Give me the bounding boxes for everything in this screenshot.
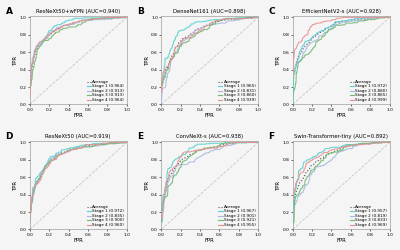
Title: DenseNet161 (AUC=0.898): DenseNet161 (AUC=0.898)	[174, 9, 246, 14]
Text: D: D	[6, 132, 13, 141]
Text: C: C	[268, 7, 275, 16]
Y-axis label: TPR: TPR	[145, 180, 150, 190]
Legend: Average, Stage 1 (0.965), Stage 2 (0.831), Stage 3 (0.860), Stage 4 (0.939): Average, Stage 1 (0.965), Stage 2 (0.831…	[218, 80, 256, 102]
X-axis label: FPR: FPR	[205, 238, 214, 243]
Legend: Average, Stage 1 (0.972), Stage 2 (0.835), Stage 3 (0.900), Stage 4 (0.960): Average, Stage 1 (0.972), Stage 2 (0.835…	[86, 204, 124, 228]
X-axis label: FPR: FPR	[205, 113, 214, 118]
Legend: Average, Stage 1 (0.967), Stage 2 (0.901), Stage 3 (0.921), Stage 4 (0.955): Average, Stage 1 (0.967), Stage 2 (0.901…	[218, 204, 256, 228]
Title: ResNeXt50 (AUC=0.919): ResNeXt50 (AUC=0.919)	[46, 134, 111, 139]
Text: B: B	[137, 7, 144, 16]
Text: A: A	[6, 7, 12, 16]
Y-axis label: TPR: TPR	[13, 55, 18, 65]
Title: Swin-Transformer-tiny (AUC=0.892): Swin-Transformer-tiny (AUC=0.892)	[294, 134, 388, 139]
Y-axis label: TPR: TPR	[145, 55, 150, 65]
Title: EfficientNetV2-s (AUC=0.928): EfficientNetV2-s (AUC=0.928)	[302, 9, 381, 14]
Y-axis label: TPR: TPR	[276, 55, 281, 65]
X-axis label: FPR: FPR	[336, 238, 346, 243]
X-axis label: FPR: FPR	[73, 238, 83, 243]
Title: ConvNeXt-s (AUC=0.938): ConvNeXt-s (AUC=0.938)	[176, 134, 243, 139]
X-axis label: FPR: FPR	[73, 113, 83, 118]
Y-axis label: TPR: TPR	[13, 180, 18, 190]
Legend: Average, Stage 1 (0.972), Stage 2 (0.880), Stage 3 (0.865), Stage 4 (0.999): Average, Stage 1 (0.972), Stage 2 (0.880…	[349, 80, 388, 102]
Title: ResNeXt50+wFPN (AUC=0.940): ResNeXt50+wFPN (AUC=0.940)	[36, 9, 120, 14]
Y-axis label: TPR: TPR	[276, 180, 281, 190]
Legend: Average, Stage 1 (0.964), Stage 2 (0.913), Stage 3 (0.913), Stage 4 (0.964): Average, Stage 1 (0.964), Stage 2 (0.913…	[86, 80, 124, 102]
X-axis label: FPR: FPR	[336, 113, 346, 118]
Text: F: F	[268, 132, 274, 141]
Text: E: E	[137, 132, 143, 141]
Legend: Average, Stage 1 (0.957), Stage 2 (0.819), Stage 3 (0.833), Stage 4 (0.969): Average, Stage 1 (0.957), Stage 2 (0.819…	[349, 204, 388, 228]
